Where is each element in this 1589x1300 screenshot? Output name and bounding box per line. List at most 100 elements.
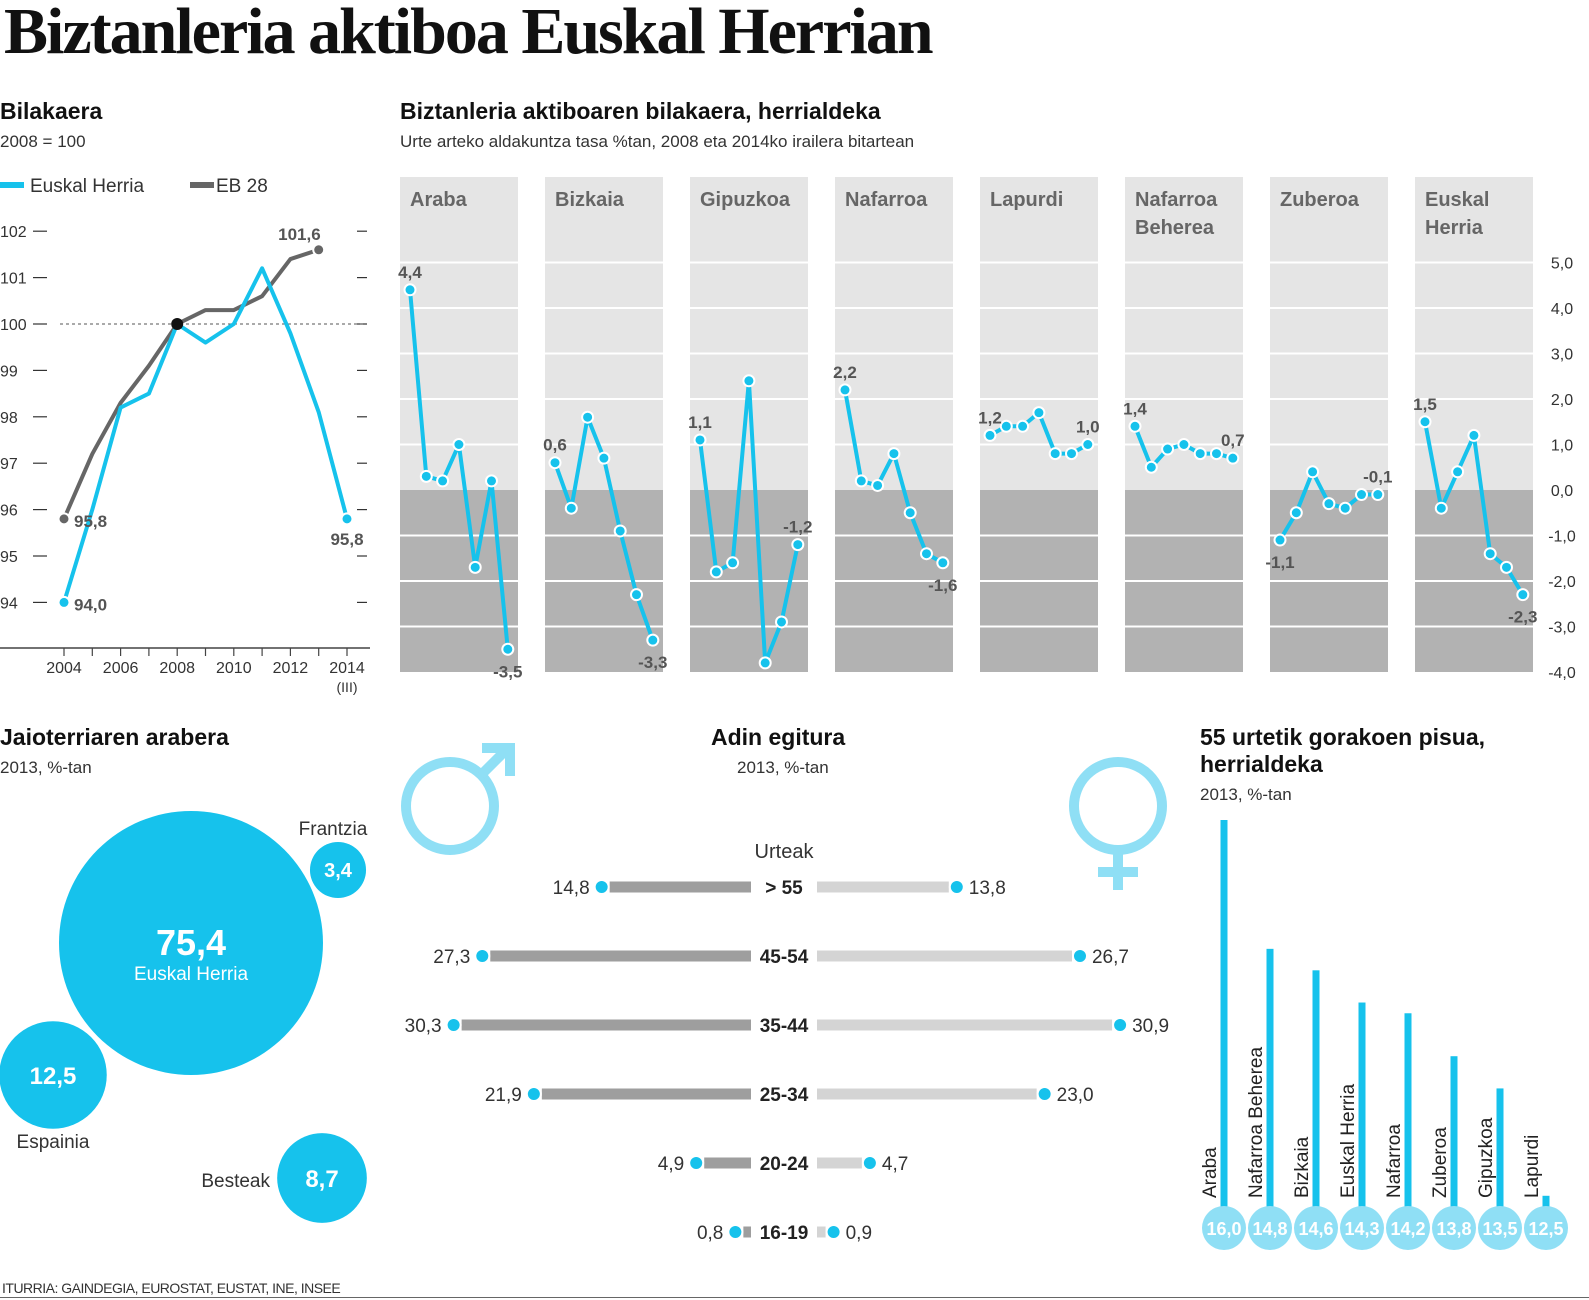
x-tick-label: 2012 — [273, 660, 309, 677]
panel-last-label: -2,3 — [1508, 608, 1537, 627]
bubble-label: Euskal Herria — [134, 964, 248, 985]
panel-series-point — [1322, 497, 1336, 511]
age-dot-female — [1112, 1017, 1129, 1033]
birthplace-heading: Jaioterriaren arabera — [0, 724, 229, 750]
panel-first-label: 2,2 — [833, 363, 857, 382]
panel-series-point — [1371, 488, 1385, 502]
panel-series-point — [597, 451, 611, 465]
panel-first-label: 1,1 — [688, 413, 712, 432]
x-tick-label: 2008 — [159, 660, 195, 677]
age-heading: Adin egitura — [711, 724, 846, 750]
panel-series-point — [581, 410, 595, 424]
legend-label-eb28: EB 28 — [216, 176, 268, 197]
age-value-male: 0,8 — [697, 1223, 723, 1244]
bubble-label: Frantzia — [299, 819, 368, 840]
female-symbol-icon — [1069, 757, 1167, 855]
over55-heading-line1: 55 urtetik gorakoen pisua, — [1200, 724, 1486, 750]
age-value-male: 4,9 — [658, 1154, 684, 1175]
panel-first-label: 4,4 — [398, 263, 422, 282]
over55-bar — [1220, 820, 1228, 1228]
panel-series-point — [1338, 501, 1352, 515]
y-tick-label: 95 — [0, 549, 18, 566]
panel-title: Nafarroa — [845, 189, 928, 211]
panel-series-point — [436, 474, 450, 488]
over55-value: 13,8 — [1436, 1219, 1471, 1239]
regions-y-tick: 0,0 — [1551, 483, 1573, 500]
over55-value-bubble — [1478, 1206, 1522, 1250]
x-tick-label: 2006 — [103, 660, 139, 677]
regions-y-tick: -3,0 — [1548, 620, 1576, 637]
panel-series-point — [1161, 442, 1175, 456]
over55-value-bubble — [1524, 1206, 1568, 1250]
panel-bg-positive — [1270, 177, 1388, 490]
panel-bg-positive — [400, 177, 518, 490]
over55-category-label: Nafarroa Beherea — [1246, 1047, 1267, 1198]
panel-last-label: -3,5 — [493, 662, 522, 681]
panel-series-point — [1144, 460, 1158, 474]
panel-bg-positive — [690, 177, 808, 490]
panel-title: Nafarroa — [1135, 189, 1218, 211]
panel-series-point — [501, 642, 515, 656]
over55-value-bubble — [1432, 1206, 1476, 1250]
regions-subtitle: Urte arteko aldakuntza tasa %tan, 2008 e… — [400, 132, 915, 151]
panel-series-point — [646, 633, 660, 647]
regions-y-tick: 4,0 — [1551, 301, 1573, 318]
data-label: 101,6 — [278, 225, 321, 244]
over55-value-bubble — [1248, 1206, 1292, 1250]
panel-bg-positive — [545, 177, 663, 490]
panel-last-label: 1,0 — [1076, 418, 1100, 437]
over55-value-bubble — [1340, 1206, 1384, 1250]
evolution-heading: Bilakaera — [0, 98, 103, 124]
age-category-label: > 55 — [765, 878, 803, 899]
age-value-male: 27,3 — [433, 947, 470, 968]
age-category-label: 25-34 — [760, 1085, 809, 1106]
data-label: 94,0 — [74, 595, 107, 614]
over55-value-bubble — [1386, 1206, 1430, 1250]
panel-series-point — [630, 588, 643, 602]
series-line-eb-28 — [62, 247, 320, 520]
panel-series-point — [403, 283, 417, 297]
panel-bg-positive — [1125, 177, 1243, 490]
age-value-female: 26,7 — [1092, 947, 1129, 968]
bubble-label: Besteak — [201, 1171, 270, 1192]
over55-category-label: Gipuzkoa — [1476, 1117, 1497, 1198]
over55-category-label: Lapurdi — [1522, 1135, 1543, 1198]
over55-value-bubble — [1294, 1206, 1338, 1250]
panel-series-point — [1434, 501, 1448, 515]
panel-series-point — [726, 556, 740, 570]
panel-series-point — [871, 478, 885, 492]
over55-value: 12,5 — [1528, 1219, 1563, 1239]
panel-series-point — [1210, 447, 1223, 461]
panel-last-label: -3,3 — [638, 653, 667, 672]
regions-y-tick: 1,0 — [1551, 438, 1573, 455]
male-symbol-icon-head — [482, 743, 515, 776]
over55-bar — [1404, 1013, 1412, 1228]
over55-category-label: Nafarroa — [1384, 1124, 1405, 1198]
panel-series-point — [1306, 465, 1320, 479]
regions-y-tick: -1,0 — [1548, 529, 1576, 546]
base-year-marker — [171, 318, 184, 330]
panel-last-label: -1,6 — [928, 576, 957, 595]
page-title: Biztanleria aktiboa Euskal Herrian — [4, 0, 934, 68]
panel-series-point — [1177, 438, 1191, 451]
age-dot-male — [525, 1086, 542, 1102]
over55-value: 16,0 — [1206, 1219, 1241, 1239]
age-category-label: 45-54 — [760, 947, 809, 968]
panel-series-point — [548, 456, 562, 470]
y-tick-label: 102 — [0, 224, 27, 241]
panel-first-label: 1,5 — [1413, 395, 1437, 414]
data-label: 95,8 — [330, 530, 363, 549]
series-line-euskal-herria — [62, 266, 349, 603]
age-category-label: 20-24 — [760, 1154, 809, 1175]
age-value-male: 14,8 — [553, 878, 590, 899]
panel-series-point — [1500, 560, 1513, 574]
bottom-rule — [0, 1297, 1589, 1298]
age-dot-female — [861, 1155, 878, 1171]
bubble-label: Espainia — [17, 1132, 90, 1153]
age-value-female: 0,9 — [846, 1223, 872, 1244]
regions-y-tick: -2,0 — [1548, 574, 1576, 591]
panel-series-point — [903, 506, 917, 520]
over55-value-bubble — [1202, 1206, 1246, 1250]
regions-y-tick: -4,0 — [1548, 665, 1576, 682]
panel-first-label: 1,4 — [1123, 399, 1147, 418]
